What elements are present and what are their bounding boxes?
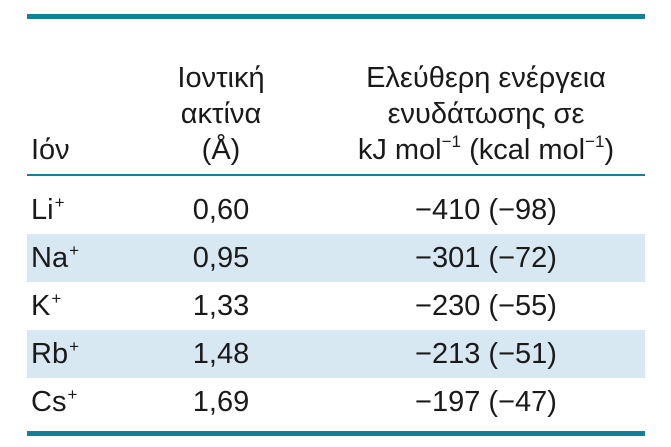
- header-energy-line-1: Ελεύθερη ενέργεια: [366, 62, 606, 94]
- header-radius-line-3: (Å): [201, 134, 241, 166]
- ion-cell: K+: [31, 282, 61, 334]
- ion-symbol: K: [31, 290, 51, 322]
- hydration-energy-table: Ιόν Ιοντική ακτίνα (Å) Ελεύθερη ενέργεια…: [27, 14, 645, 436]
- header-energy-kcal: (kcal mol: [461, 134, 586, 166]
- header-ionic-radius: Ιοντική ακτίνα (Å): [137, 60, 305, 168]
- radius-cell: 0,60: [192, 194, 250, 226]
- energy-cell: −230 (−55): [415, 290, 557, 322]
- header-ion: Ιόν: [31, 134, 70, 166]
- ion-cell: Li+: [31, 186, 65, 238]
- header-radius-line-1: Ιοντική: [177, 62, 265, 94]
- radius-cell: 1,48: [192, 338, 250, 370]
- table-row: Cs+ 1,69 −197 (−47): [27, 378, 645, 426]
- header-energy-close-paren: ): [604, 134, 615, 166]
- ion-symbol: Rb: [31, 338, 69, 370]
- ion-charge: +: [69, 241, 80, 260]
- header-energy-kj: kJ mol: [357, 134, 442, 166]
- energy-cell: −213 (−51): [415, 338, 557, 370]
- header-hydration-energy: Ελεύθερη ενέργεια ενυδάτωσης σε kJ mol−1…: [327, 60, 645, 168]
- energy-cell: −301 (−72): [415, 242, 557, 274]
- table-row: Rb+ 1,48 −213 (−51): [27, 330, 645, 378]
- ion-symbol: Li: [31, 194, 54, 226]
- energy-cell: −197 (−47): [415, 386, 557, 418]
- header-radius-line-2: ακτίνα: [180, 98, 262, 130]
- radius-cell: 0,95: [192, 242, 250, 274]
- ion-charge: +: [69, 337, 80, 356]
- table-row: Na+ 0,95 −301 (−72): [27, 234, 645, 282]
- energy-cell: −410 (−98): [415, 194, 557, 226]
- ion-charge: +: [54, 193, 65, 212]
- ion-symbol: Na: [31, 242, 69, 274]
- ion-cell: Na+: [31, 234, 79, 286]
- radius-cell: 1,69: [192, 386, 250, 418]
- header-energy-line-3: kJ mol−1 (kcal mol−1): [327, 132, 645, 168]
- ion-charge: +: [67, 385, 78, 404]
- ion-cell: Cs+: [31, 378, 77, 430]
- ion-charge: +: [51, 289, 62, 308]
- table-row: K+ 1,33 −230 (−55): [27, 282, 645, 330]
- table-header: Ιόν Ιοντική ακτίνα (Å) Ελεύθερη ενέργεια…: [27, 19, 645, 176]
- radius-cell: 1,33: [192, 290, 250, 322]
- ion-cell: Rb+: [31, 330, 79, 382]
- header-energy-kcal-exponent: −1: [585, 132, 605, 151]
- header-energy-kj-exponent: −1: [441, 132, 462, 151]
- table-row: Li+ 0,60 −410 (−98): [27, 186, 645, 234]
- header-energy-line-2: ενυδάτωσης σε: [387, 98, 585, 130]
- ion-symbol: Cs: [31, 386, 67, 418]
- table-bottom-rule: [27, 431, 645, 436]
- table-top-rule: [27, 14, 645, 19]
